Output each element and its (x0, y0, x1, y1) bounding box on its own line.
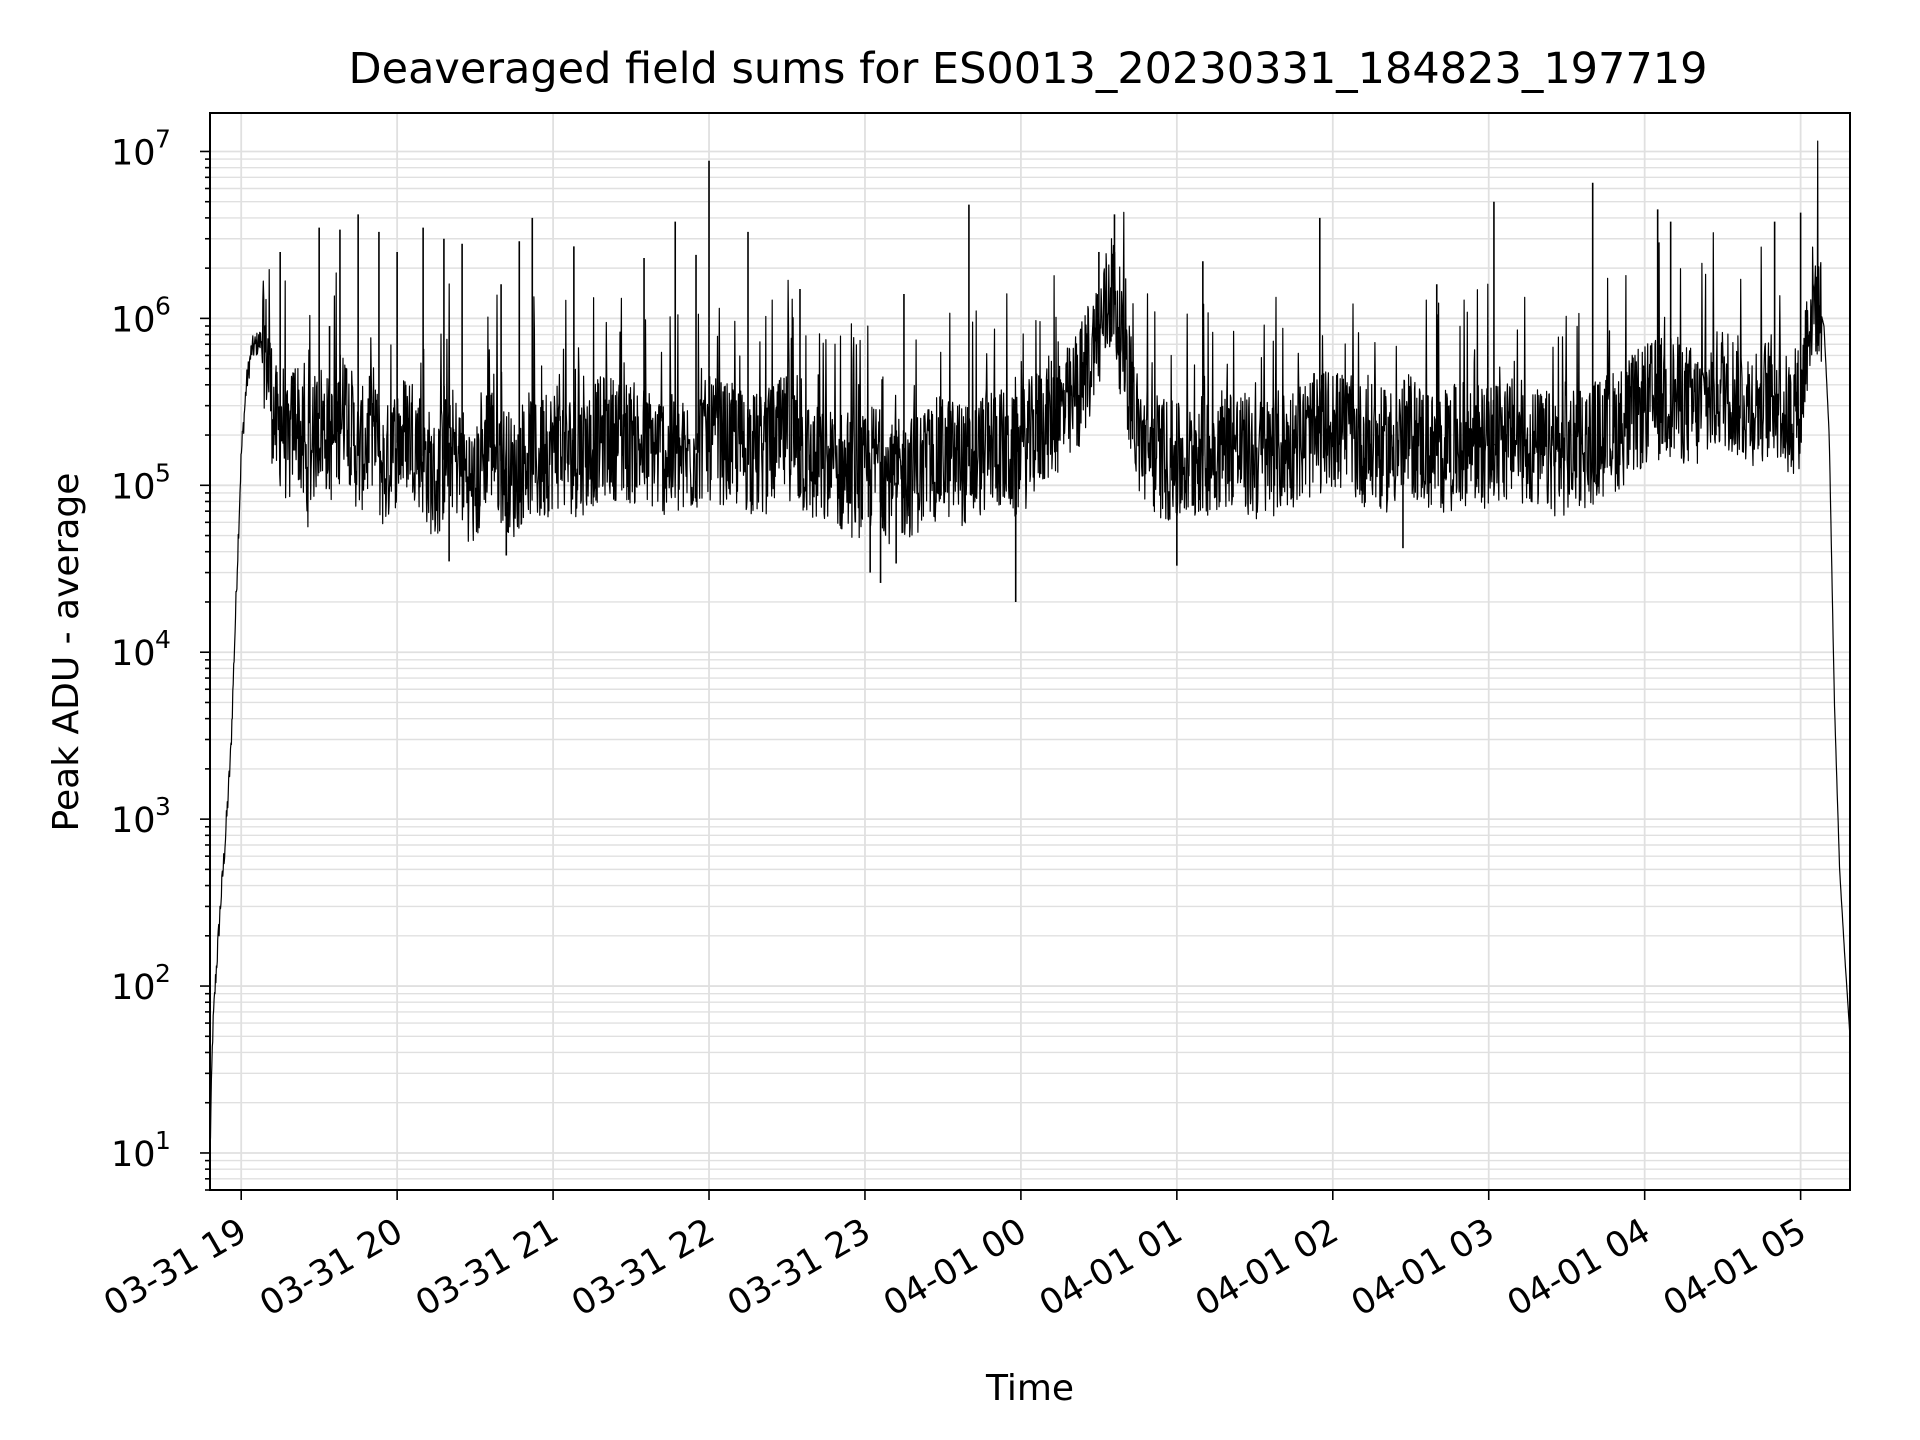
y-axis-label: Peak ADU - average (46, 473, 87, 832)
y-tick-label: 10 (111, 300, 156, 340)
y-tick-label: 10 (111, 801, 156, 841)
y-tick-exponent: 6 (155, 291, 171, 320)
y-tick-exponent: 4 (155, 625, 171, 654)
y-tick-label: 10 (111, 133, 156, 173)
y-tick-exponent: 5 (155, 458, 171, 487)
y-tick-exponent: 3 (155, 792, 171, 821)
y-tick-exponent: 1 (155, 1126, 171, 1155)
y-tick-exponent: 7 (155, 124, 171, 153)
chart-title: Deaveraged field sums for ES0013_2023033… (349, 44, 1708, 94)
x-axis-label: Time (985, 1368, 1074, 1409)
y-tick-exponent: 2 (155, 959, 171, 988)
y-tick-label: 10 (111, 1135, 156, 1175)
plot-series (209, 140, 1851, 1150)
y-tick-label: 10 (111, 634, 156, 674)
y-tick-label: 10 (111, 968, 156, 1008)
y-tick-label: 10 (111, 467, 156, 507)
data-line (209, 140, 1851, 1150)
